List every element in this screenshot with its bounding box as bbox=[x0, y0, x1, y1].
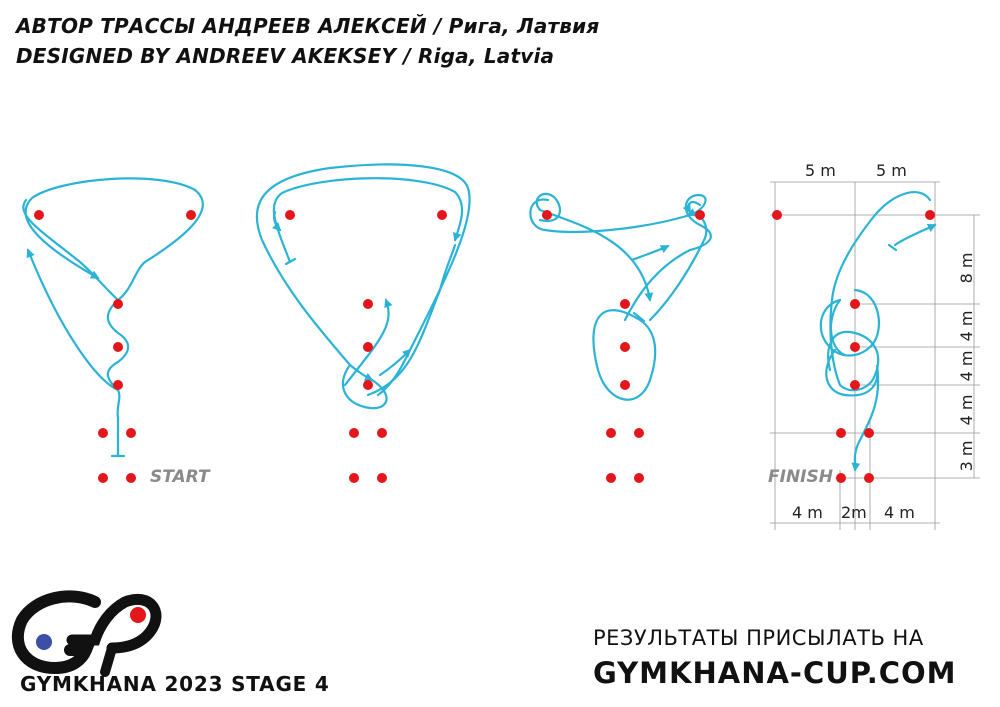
panel-4-path bbox=[893, 223, 937, 247]
cone bbox=[437, 210, 447, 220]
website-link[interactable]: GYMKHANA-CUP.COM bbox=[593, 656, 957, 690]
cone bbox=[349, 428, 359, 438]
logo-blue-dot bbox=[36, 634, 52, 650]
dim-bottom-1: 4 m bbox=[792, 503, 823, 522]
cone bbox=[620, 380, 630, 390]
author-title-en: DESIGNED BY ANDREEV AKEKSEY / Riga, Latv… bbox=[16, 44, 555, 68]
cone bbox=[925, 210, 935, 220]
cone bbox=[34, 210, 44, 220]
dim-right-5: 3 m bbox=[957, 441, 976, 472]
dim-top-2: 5 m bbox=[876, 161, 907, 180]
cone bbox=[864, 428, 874, 438]
finish-label: FINISH bbox=[768, 467, 833, 487]
panel-4-loop bbox=[819, 288, 880, 357]
panel-2 bbox=[255, 163, 471, 410]
panel-1-path bbox=[24, 177, 204, 457]
dim-right-1: 8 m bbox=[957, 253, 976, 284]
gp-logo bbox=[11, 590, 162, 677]
dim-right-3: 4 m bbox=[957, 351, 976, 382]
cone bbox=[836, 428, 846, 438]
panel-3 bbox=[529, 192, 712, 401]
cone bbox=[620, 342, 630, 352]
panel-3-loop-left bbox=[529, 193, 712, 322]
start-label: START bbox=[150, 467, 211, 487]
cone bbox=[836, 473, 846, 483]
panel-2-lower bbox=[366, 243, 457, 397]
cone bbox=[606, 428, 616, 438]
dim-top-1: 5 m bbox=[805, 161, 836, 180]
logo-red-dot bbox=[130, 607, 146, 623]
cone bbox=[113, 380, 123, 390]
dim-right-4: 4 m bbox=[957, 395, 976, 426]
panel-1-path-back bbox=[22, 198, 120, 302]
dim-right-2: 4 m bbox=[957, 311, 976, 342]
panel-2-cross bbox=[343, 298, 393, 387]
cone bbox=[363, 299, 373, 309]
cone bbox=[186, 210, 196, 220]
cone bbox=[113, 342, 123, 352]
author-title-ru: АВТОР ТРАССЫ АНДРЕЕВ АЛЕКСЕЙ / Рига, Лат… bbox=[16, 14, 600, 38]
cone bbox=[98, 428, 108, 438]
event-title: GYMKHANA 2023 STAGE 4 bbox=[20, 672, 330, 696]
cone bbox=[850, 380, 860, 390]
cone bbox=[864, 473, 874, 483]
panel-4-main bbox=[827, 191, 932, 392]
panel-4-down bbox=[825, 348, 880, 472]
cone bbox=[377, 428, 387, 438]
panel-1-path-return bbox=[26, 248, 120, 392]
panel-4 bbox=[819, 191, 937, 472]
cone bbox=[695, 210, 705, 220]
cone bbox=[620, 299, 630, 309]
cone bbox=[126, 428, 136, 438]
cone bbox=[772, 210, 782, 220]
panel-4-loop-2 bbox=[829, 298, 847, 357]
cone bbox=[113, 299, 123, 309]
cone bbox=[98, 473, 108, 483]
cone bbox=[606, 473, 616, 483]
cone bbox=[285, 210, 295, 220]
cones bbox=[34, 210, 935, 483]
results-label: РЕЗУЛЬТАТЫ ПРИСЫЛАТЬ НА bbox=[593, 626, 924, 650]
cone bbox=[377, 473, 387, 483]
panel-1 bbox=[22, 177, 204, 458]
cone bbox=[349, 473, 359, 483]
cone bbox=[126, 473, 136, 483]
panel-3-exit bbox=[648, 208, 708, 322]
dim-bottom-3: 4 m bbox=[884, 503, 915, 522]
dim-bottom-2: 2m bbox=[841, 503, 867, 522]
panel-2-outer bbox=[255, 163, 471, 410]
cone bbox=[634, 473, 644, 483]
cone bbox=[363, 380, 373, 390]
cone bbox=[363, 342, 373, 352]
panel-2-inner bbox=[272, 177, 464, 264]
cone bbox=[542, 210, 552, 220]
panel-3-big-loop bbox=[592, 309, 657, 401]
cone bbox=[850, 299, 860, 309]
panel-3-loop-left-2 bbox=[535, 192, 654, 302]
cone bbox=[850, 342, 860, 352]
cone bbox=[634, 428, 644, 438]
